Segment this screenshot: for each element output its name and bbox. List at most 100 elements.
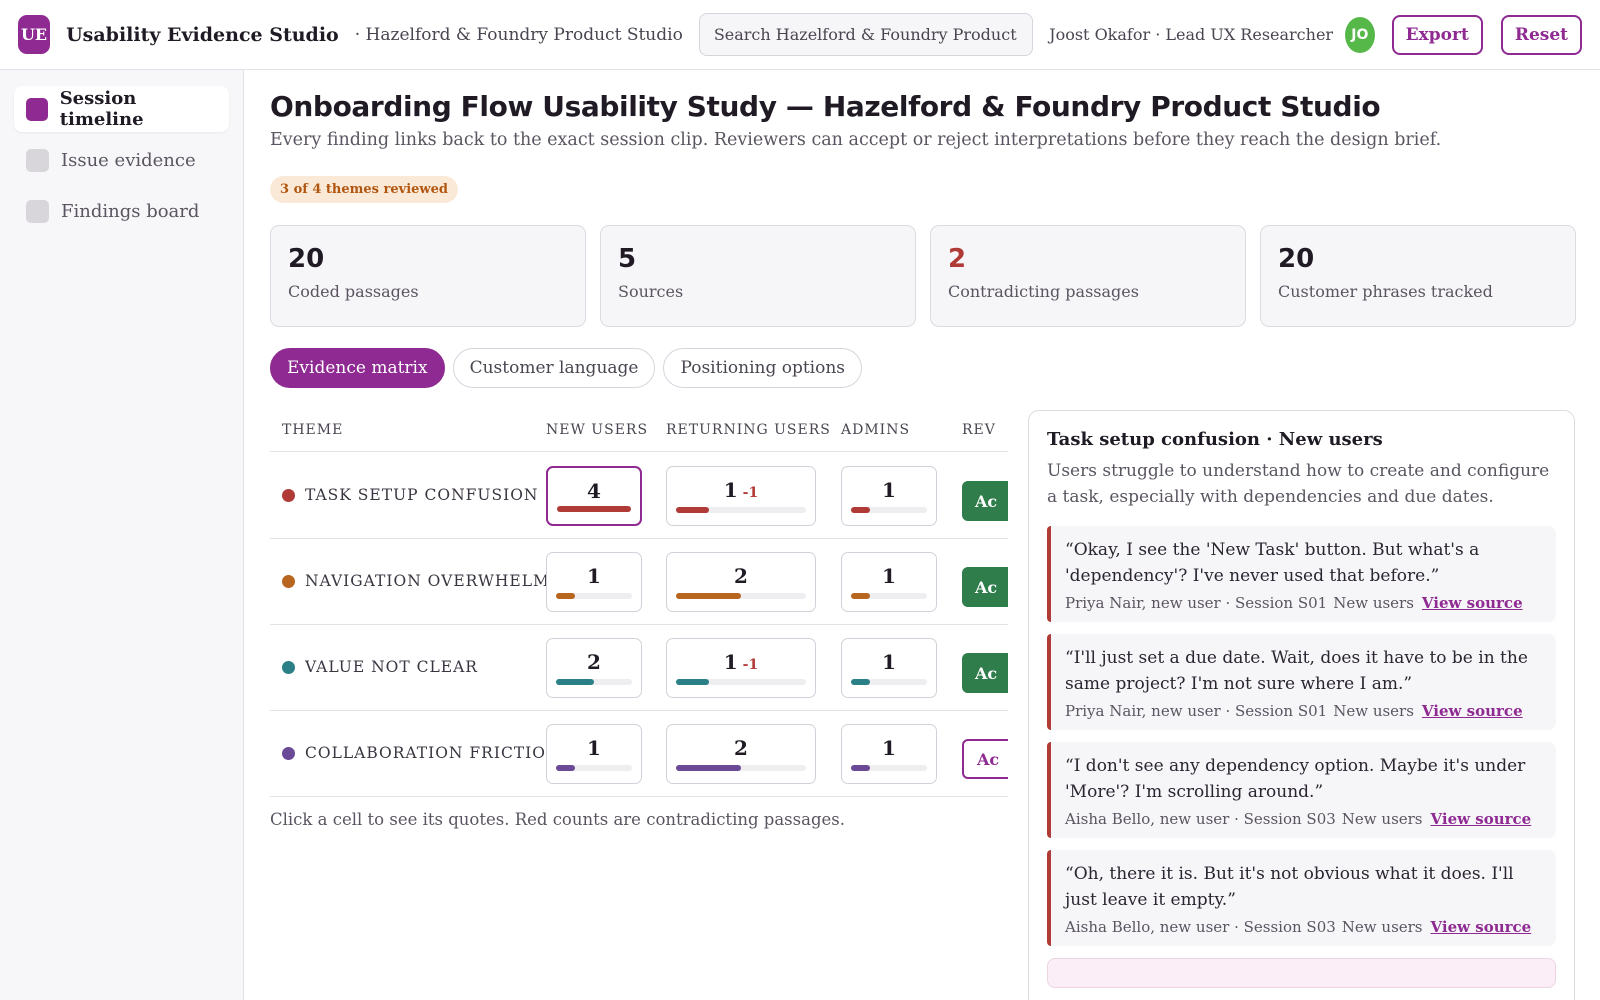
count-bar-track [556,765,632,771]
quote-card: “I don't see any dependency option. Mayb… [1047,742,1556,838]
matrix-cell[interactable]: 4 [546,466,642,526]
accept-button[interactable]: Ac [962,739,1008,779]
matrix-cell[interactable]: 2 [666,724,816,784]
matrix-cell[interactable]: 1 -1 [666,466,816,526]
sidebar-item-findings-board[interactable]: Findings board [14,188,229,234]
count-bar-fill [676,765,741,771]
quote-text: “Okay, I see the 'New Task' button. But … [1065,540,1480,586]
sidebar-item-session-timeline[interactable]: Session timeline [14,86,229,132]
quote-source: Priya Nair, new user · Session S01 [1065,594,1328,612]
accept-button[interactable]: Ac [962,481,1008,521]
stat-value: 20 [1278,244,1315,274]
matrix-cell[interactable]: 1 [546,552,642,612]
stat-value: 20 [288,244,325,274]
cell-count: 2 [734,564,748,588]
matrix-cell[interactable]: 2 [666,552,816,612]
stats-row: 20 Coded passages 5 Sources 2 Contradict… [270,225,1576,327]
stat-value: 2 [948,244,967,274]
view-source-link[interactable]: View source [1421,594,1523,612]
cell-count-wrapper: 2 [667,736,815,760]
tab-positioning-options[interactable]: Positioning options [663,348,863,388]
quote-source: Aisha Bello, new user · Session S03 [1065,918,1336,936]
cell-count: 1 [882,564,896,588]
matrix-cell[interactable]: 1 [841,638,937,698]
cell-count-wrapper: 2 [667,564,815,588]
quote-group: New users [1333,702,1414,720]
table-row: NAVIGATION OVERWHELM 1 2 1 Ac [270,539,1008,625]
reset-button[interactable]: Reset [1500,14,1582,55]
export-button[interactable]: Export [1391,14,1483,55]
top-bar: UE Usability Evidence Studio · Hazelford… [0,0,1600,70]
cell-count: 2 [734,736,748,760]
app-title: Usability Evidence Studio [66,23,339,46]
main-content: Onboarding Flow Usability Study — Hazelf… [270,70,1576,1000]
status-badge: 3 of 4 themes reviewed [270,176,458,203]
quote-card-partial [1047,958,1556,988]
cell-count-wrapper: 2 [547,650,641,674]
sidebar-item-issue-evidence[interactable]: Issue evidence [14,137,229,183]
stat-label: Coded passages [288,282,419,301]
column-header-admins: ADMINS [841,422,911,438]
accept-button[interactable]: Ac [962,653,1008,693]
theme-cell: VALUE NOT CLEAR [282,658,478,676]
matrix-header: THEME NEW USERS RETURNING USERS ADMINS R… [270,408,1008,452]
matrix-hint: Click a cell to see its quotes. Red coun… [270,810,845,829]
matrix-cell[interactable]: 1 [841,466,937,526]
matrix-cell[interactable]: 1 -1 [666,638,816,698]
count-bar-fill [556,765,575,771]
panel-description: Users struggle to understand how to crea… [1047,461,1550,507]
stat-customer-phrases: 20 Customer phrases tracked [1260,225,1576,327]
theme-color-dot [282,746,295,760]
cell-count-wrapper: 1 [547,736,641,760]
count-bar-track [556,593,632,599]
theme-label: COLLABORATION FRICTION [305,744,561,762]
column-header-new-users: NEW USERS [546,422,649,438]
count-bar-track [676,593,806,599]
cell-count-wrapper: 1 -1 [667,650,815,674]
view-source-link[interactable]: View source [1430,918,1532,936]
sidebar-item-label: Issue evidence [61,149,196,171]
matrix-cell[interactable]: 1 [546,724,642,784]
theme-label: NAVIGATION OVERWHELM [305,572,550,590]
cell-count-wrapper: 1 [842,564,936,588]
evidence-matrix: THEME NEW USERS RETURNING USERS ADMINS R… [270,408,1008,798]
stat-contradicting-passages: 2 Contradicting passages [930,225,1246,327]
table-row: COLLABORATION FRICTION 1 2 1 Ac [270,711,1008,797]
matrix-cell[interactable]: 1 [841,724,937,784]
count-bar-fill [851,507,870,513]
panel-title: Task setup confusion · New users [1047,429,1383,450]
view-source-link[interactable]: View source [1421,702,1523,720]
stat-sources: 5 Sources [600,225,916,327]
matrix-cell[interactable]: 1 [841,552,937,612]
column-header-returning-users: RETURNING USERS [666,422,831,438]
count-bar-track [557,506,631,512]
cell-count-wrapper: 1 -1 [667,478,815,502]
theme-color-dot [282,574,295,588]
stat-label: Sources [618,282,684,301]
cell-count: 1 [587,736,601,760]
tab-evidence-matrix[interactable]: Evidence matrix [270,348,445,388]
search-input[interactable] [698,13,1034,56]
count-bar-fill [851,679,870,685]
sidebar-item-label: Session timeline [59,88,144,130]
count-bar-track [851,765,927,771]
count-bar-track [851,507,927,513]
quote-card: “Okay, I see the 'New Task' button. But … [1047,526,1556,622]
theme-label: TASK SETUP CONFUSION [305,486,539,504]
page-title: Onboarding Flow Usability Study — Hazelf… [270,90,1381,123]
quote-group: New users [1333,594,1414,612]
contradicting-count: -1 [742,657,759,673]
tab-customer-language[interactable]: Customer language [452,348,656,388]
quote-list: “Okay, I see the 'New Task' button. But … [1047,526,1556,988]
avatar[interactable]: JO [1345,16,1375,53]
cell-count: 1 [882,650,896,674]
matrix-cell[interactable]: 2 [546,638,642,698]
accept-button[interactable]: Ac [962,567,1008,607]
theme-color-dot [282,488,295,502]
column-header-review: REV [962,422,996,438]
quote-group: New users [1341,810,1423,828]
count-bar-track [676,507,806,513]
view-source-link[interactable]: View source [1430,810,1532,828]
user-name: Joost Okafor · Lead UX Researcher [1049,25,1334,44]
quote-meta: Aisha Bello, new user · Session S03 New u… [1065,810,1540,828]
